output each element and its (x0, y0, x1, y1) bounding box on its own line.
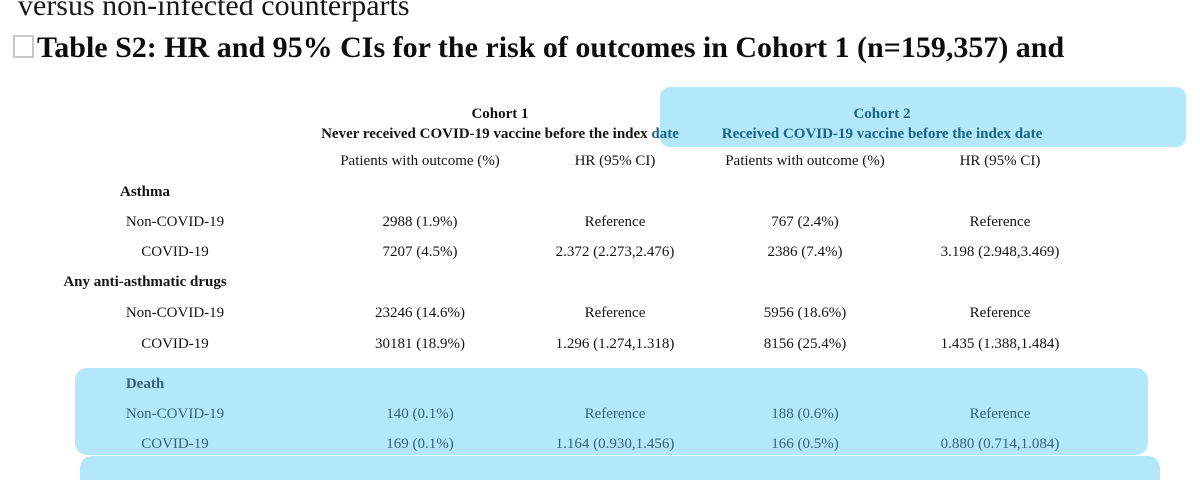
col-header-c1-patients: Patients with outcome (%) (340, 153, 500, 169)
cell-hr: Reference (584, 214, 646, 230)
table-caption: Table S2: HR and 95% CIs for the risk of… (13, 28, 1064, 68)
cell-hr: 1.296 (1.274,1.318) (555, 336, 675, 352)
row-label: COVID-19 (141, 436, 209, 452)
cell-hr: 3.198 (2.948,3.469) (940, 244, 1060, 260)
cohort1-subtitle-main: Never received COVID-19 vaccine before t… (321, 126, 648, 142)
row-label: Non-COVID-19 (125, 406, 225, 422)
cell-patients: 166 (0.5%) (771, 436, 839, 452)
cell-hr: Reference (969, 305, 1031, 321)
col-header-c1-hr: HR (95% CI) (574, 153, 656, 169)
cell-hr: Reference (584, 406, 646, 422)
cell-patients: 23246 (14.6%) (375, 305, 465, 321)
cohort1-subtitle-highlighted-word: date (651, 126, 679, 142)
cell-patients: 169 (0.1%) (386, 436, 454, 452)
cell-hr: 1.164 (0.930,1.456) (555, 436, 675, 452)
missing-glyph-box-icon (13, 35, 34, 58)
cell-patients: 188 (0.6%) (771, 406, 839, 422)
row-label: Non-COVID-19 (125, 305, 225, 321)
cutoff-text-line: versus non-infected counterparts (18, 0, 410, 22)
highlight-death-section (75, 368, 1148, 455)
row-label: COVID-19 (141, 244, 209, 260)
cell-patients: 5956 (18.6%) (763, 305, 847, 321)
col-header-c2-patients: Patients with outcome (%) (725, 153, 885, 169)
cell-hr: 2.372 (2.273,2.476) (555, 244, 675, 260)
cohort2-subtitle: Received COVID-19 vaccine before the ind… (721, 126, 1043, 142)
cell-patients: 2386 (7.4%) (767, 244, 843, 260)
cell-patients: 2988 (1.9%) (382, 214, 458, 230)
cell-hr: Reference (584, 305, 646, 321)
cell-patients: 767 (2.4%) (771, 214, 839, 230)
document-page: { "header": { "line1": "versus non-infec… (13, 0, 1186, 480)
cell-patients: 7207 (4.5%) (382, 244, 458, 260)
cell-hr: 0.880 (0.714,1.084) (940, 436, 1060, 452)
row-label: COVID-19 (141, 336, 209, 352)
col-header-c2-hr: HR (95% CI) (959, 153, 1041, 169)
cell-patients: 8156 (25.4%) (763, 336, 847, 352)
cell-hr: Reference (969, 406, 1031, 422)
section-label-anti-asthmatic-drugs: Any anti-asthmatic drugs (63, 274, 227, 290)
highlight-cohort2-header (660, 87, 1186, 147)
section-label-asthma: Asthma (119, 184, 170, 200)
highlight-bottom-strip (80, 456, 1160, 480)
cell-patients: 30181 (18.9%) (375, 336, 465, 352)
cohort1-title: Cohort 1 (471, 106, 529, 122)
section-label-death: Death (125, 376, 165, 392)
row-label: Non-COVID-19 (125, 214, 225, 230)
cohort2-title: Cohort 2 (853, 106, 911, 122)
cell-hr: Reference (969, 214, 1031, 230)
table-caption-text: Table S2: HR and 95% CIs for the risk of… (37, 31, 1065, 64)
cell-hr: 1.435 (1.388,1.484) (940, 336, 1060, 352)
cohort1-subtitle: Never received COVID-19 vaccine before t… (305, 124, 695, 144)
cell-patients: 140 (0.1%) (386, 406, 454, 422)
